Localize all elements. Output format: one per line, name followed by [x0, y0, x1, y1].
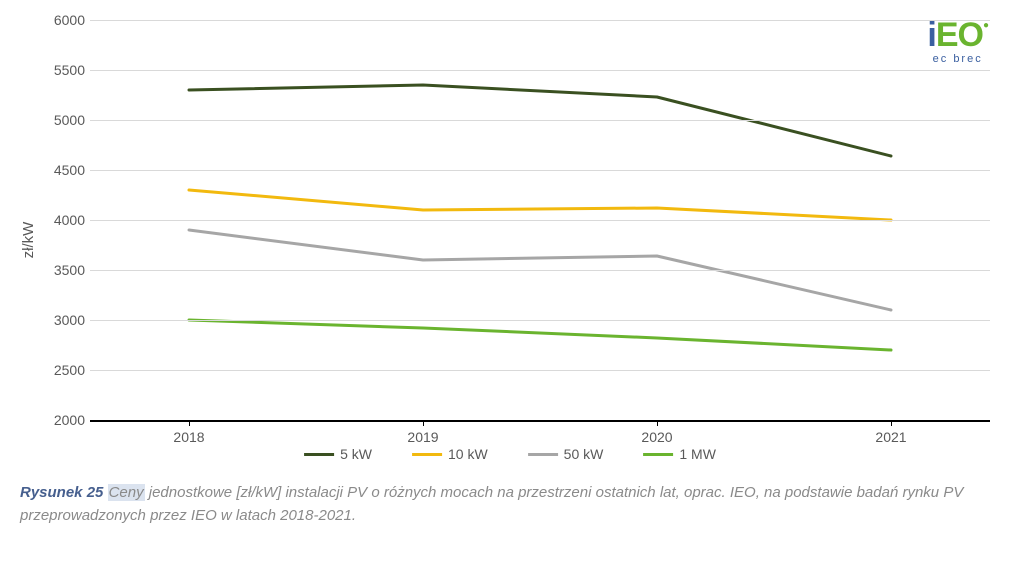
legend-item: 50 kW — [528, 446, 604, 462]
legend-label: 50 kW — [564, 446, 604, 462]
gridline — [90, 270, 990, 271]
y-tick-label: 4000 — [45, 212, 85, 228]
legend-label: 10 kW — [448, 446, 488, 462]
gridline — [90, 370, 990, 371]
gridline — [90, 70, 990, 71]
y-tick-label: 2500 — [45, 362, 85, 378]
gridline — [90, 170, 990, 171]
chart-container: iEO● ec brec zł/kW 200025003000350040004… — [20, 10, 1000, 470]
legend-swatch-icon — [304, 453, 334, 456]
x-tick-label: 2021 — [875, 429, 906, 445]
figure-caption: Rysunek 25 Ceny jednostkowe [zł/kW] inst… — [20, 482, 1000, 527]
y-tick-label: 3500 — [45, 262, 85, 278]
legend-item: 5 kW — [304, 446, 372, 462]
legend: 5 kW 10 kW 50 kW 1 MW — [304, 446, 716, 462]
caption-highlight: Ceny — [108, 484, 145, 501]
legend-label: 5 kW — [340, 446, 372, 462]
gridline — [90, 320, 990, 321]
legend-swatch-icon — [412, 453, 442, 456]
x-tick-label: 2019 — [407, 429, 438, 445]
legend-item: 1 MW — [643, 446, 716, 462]
legend-label: 1 MW — [679, 446, 716, 462]
x-tick-mark — [423, 420, 424, 426]
y-tick-label: 5500 — [45, 62, 85, 78]
caption-rest: jednostkowe [zł/kW] instalacji PV o różn… — [20, 484, 963, 524]
gridline — [90, 20, 990, 21]
legend-swatch-icon — [528, 453, 558, 456]
figure-number: Rysunek 25 — [20, 484, 103, 501]
y-tick-label: 4500 — [45, 162, 85, 178]
x-tick-mark — [891, 420, 892, 426]
legend-item: 10 kW — [412, 446, 488, 462]
legend-swatch-icon — [643, 453, 673, 456]
x-tick-label: 2020 — [641, 429, 672, 445]
y-axis-label: zł/kW — [20, 222, 37, 259]
gridline — [90, 220, 990, 221]
y-tick-label: 3000 — [45, 312, 85, 328]
series-line — [189, 320, 891, 350]
plot-area: 2000250030003500400045005000550060002018… — [90, 20, 990, 420]
series-line — [189, 190, 891, 220]
x-tick-label: 2018 — [173, 429, 204, 445]
y-tick-label: 2000 — [45, 412, 85, 428]
x-tick-mark — [657, 420, 658, 426]
y-tick-label: 6000 — [45, 12, 85, 28]
x-tick-mark — [189, 420, 190, 426]
x-axis — [90, 420, 990, 422]
gridline — [90, 120, 990, 121]
y-tick-label: 5000 — [45, 112, 85, 128]
